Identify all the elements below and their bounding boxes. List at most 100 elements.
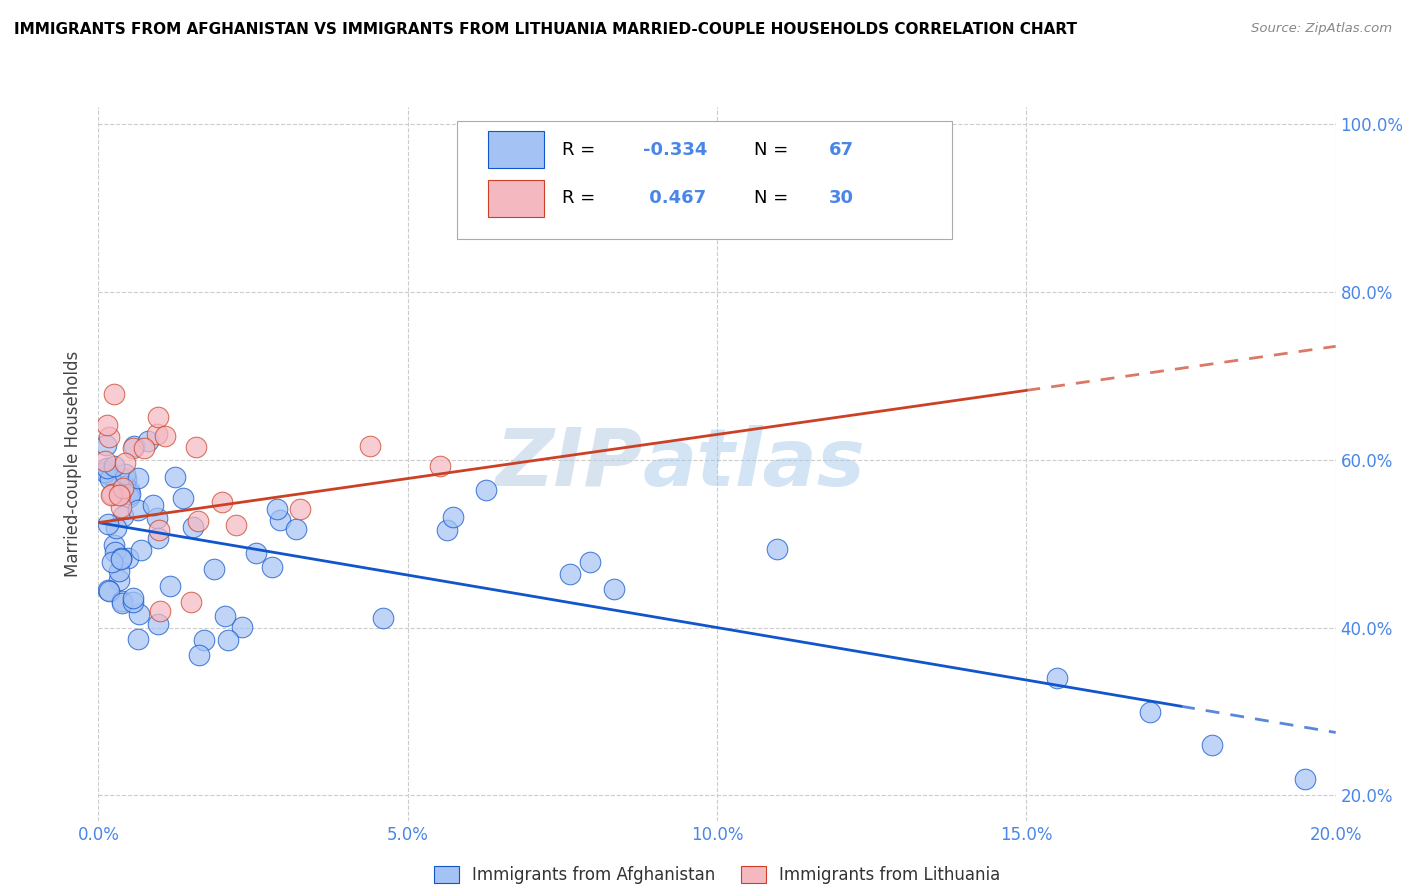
Text: atlas: atlas: [643, 425, 866, 503]
Text: 30: 30: [828, 189, 853, 207]
Point: [118, 490, 141, 504]
Point: [603, 582, 626, 596]
Point: [132, 441, 155, 455]
Point: [1046, 671, 1069, 685]
Point: [146, 617, 169, 632]
Point: [97, 516, 120, 531]
Point: [560, 566, 582, 581]
Text: N =: N =: [754, 141, 794, 159]
Point: [114, 456, 136, 470]
Point: [269, 513, 291, 527]
Point: [97, 429, 120, 443]
Point: [117, 483, 139, 497]
Point: [1201, 738, 1223, 752]
Point: [1139, 705, 1161, 719]
Point: [101, 555, 124, 569]
Point: [108, 573, 131, 587]
Point: [146, 511, 169, 525]
Point: [159, 579, 181, 593]
Point: [262, 560, 284, 574]
Point: [111, 481, 134, 495]
Point: [107, 488, 129, 502]
Point: [180, 595, 202, 609]
Point: [121, 591, 143, 606]
Point: [214, 609, 236, 624]
Point: [128, 607, 150, 622]
Point: [110, 552, 132, 566]
Point: [129, 543, 152, 558]
Point: [96, 461, 118, 475]
Point: [118, 487, 141, 501]
Point: [475, 483, 498, 497]
Point: [94, 438, 117, 452]
Point: [429, 459, 451, 474]
Text: Source: ZipAtlas.com: Source: ZipAtlas.com: [1251, 22, 1392, 36]
Point: [441, 510, 464, 524]
Point: [117, 550, 139, 565]
Point: [142, 498, 165, 512]
Point: [104, 521, 127, 535]
Point: [148, 410, 170, 425]
Point: [165, 469, 187, 483]
Point: [211, 495, 233, 509]
Point: [288, 502, 311, 516]
Point: [146, 426, 169, 441]
Point: [97, 583, 120, 598]
Point: [122, 441, 145, 455]
Text: R =: R =: [562, 141, 602, 159]
Point: [96, 417, 118, 432]
Text: -0.334: -0.334: [643, 141, 707, 159]
Point: [136, 434, 159, 449]
Point: [359, 439, 381, 453]
Point: [110, 551, 132, 566]
Legend: Immigrants from Afghanistan, Immigrants from Lithuania: Immigrants from Afghanistan, Immigrants …: [427, 859, 1007, 891]
Text: IMMIGRANTS FROM AFGHANISTAN VS IMMIGRANTS FROM LITHUANIA MARRIED-COUPLE HOUSEHOL: IMMIGRANTS FROM AFGHANISTAN VS IMMIGRANT…: [14, 22, 1077, 37]
Point: [93, 454, 115, 468]
Point: [1294, 772, 1316, 786]
Text: 0.467: 0.467: [643, 189, 706, 207]
Point: [100, 488, 122, 502]
Point: [127, 471, 149, 485]
Point: [94, 465, 117, 479]
Point: [172, 491, 194, 505]
Text: 67: 67: [828, 141, 853, 159]
Point: [103, 538, 125, 552]
Point: [108, 488, 131, 502]
Point: [284, 522, 307, 536]
Text: R =: R =: [562, 189, 602, 207]
Point: [127, 502, 149, 516]
Point: [148, 523, 170, 537]
Point: [231, 620, 253, 634]
Point: [122, 595, 145, 609]
Point: [101, 487, 124, 501]
FancyBboxPatch shape: [457, 121, 952, 239]
Point: [766, 541, 789, 556]
Point: [225, 517, 247, 532]
Point: [579, 555, 602, 569]
Point: [371, 611, 394, 625]
Y-axis label: Married-couple Households: Married-couple Households: [65, 351, 83, 577]
Point: [115, 472, 138, 486]
Point: [436, 523, 458, 537]
Point: [114, 467, 136, 482]
Text: N =: N =: [754, 189, 794, 207]
Point: [202, 561, 225, 575]
Point: [111, 508, 134, 523]
Point: [193, 632, 215, 647]
Point: [148, 531, 170, 545]
Point: [111, 594, 134, 608]
Point: [103, 458, 125, 473]
Point: [266, 501, 288, 516]
Point: [149, 604, 172, 618]
Point: [98, 583, 121, 598]
Point: [186, 514, 208, 528]
Point: [114, 479, 136, 493]
Point: [122, 439, 145, 453]
Point: [103, 387, 125, 401]
Point: [127, 632, 149, 646]
Point: [110, 500, 132, 515]
FancyBboxPatch shape: [488, 180, 544, 217]
Text: ZIP: ZIP: [495, 425, 643, 503]
Point: [97, 467, 120, 482]
Point: [184, 441, 207, 455]
